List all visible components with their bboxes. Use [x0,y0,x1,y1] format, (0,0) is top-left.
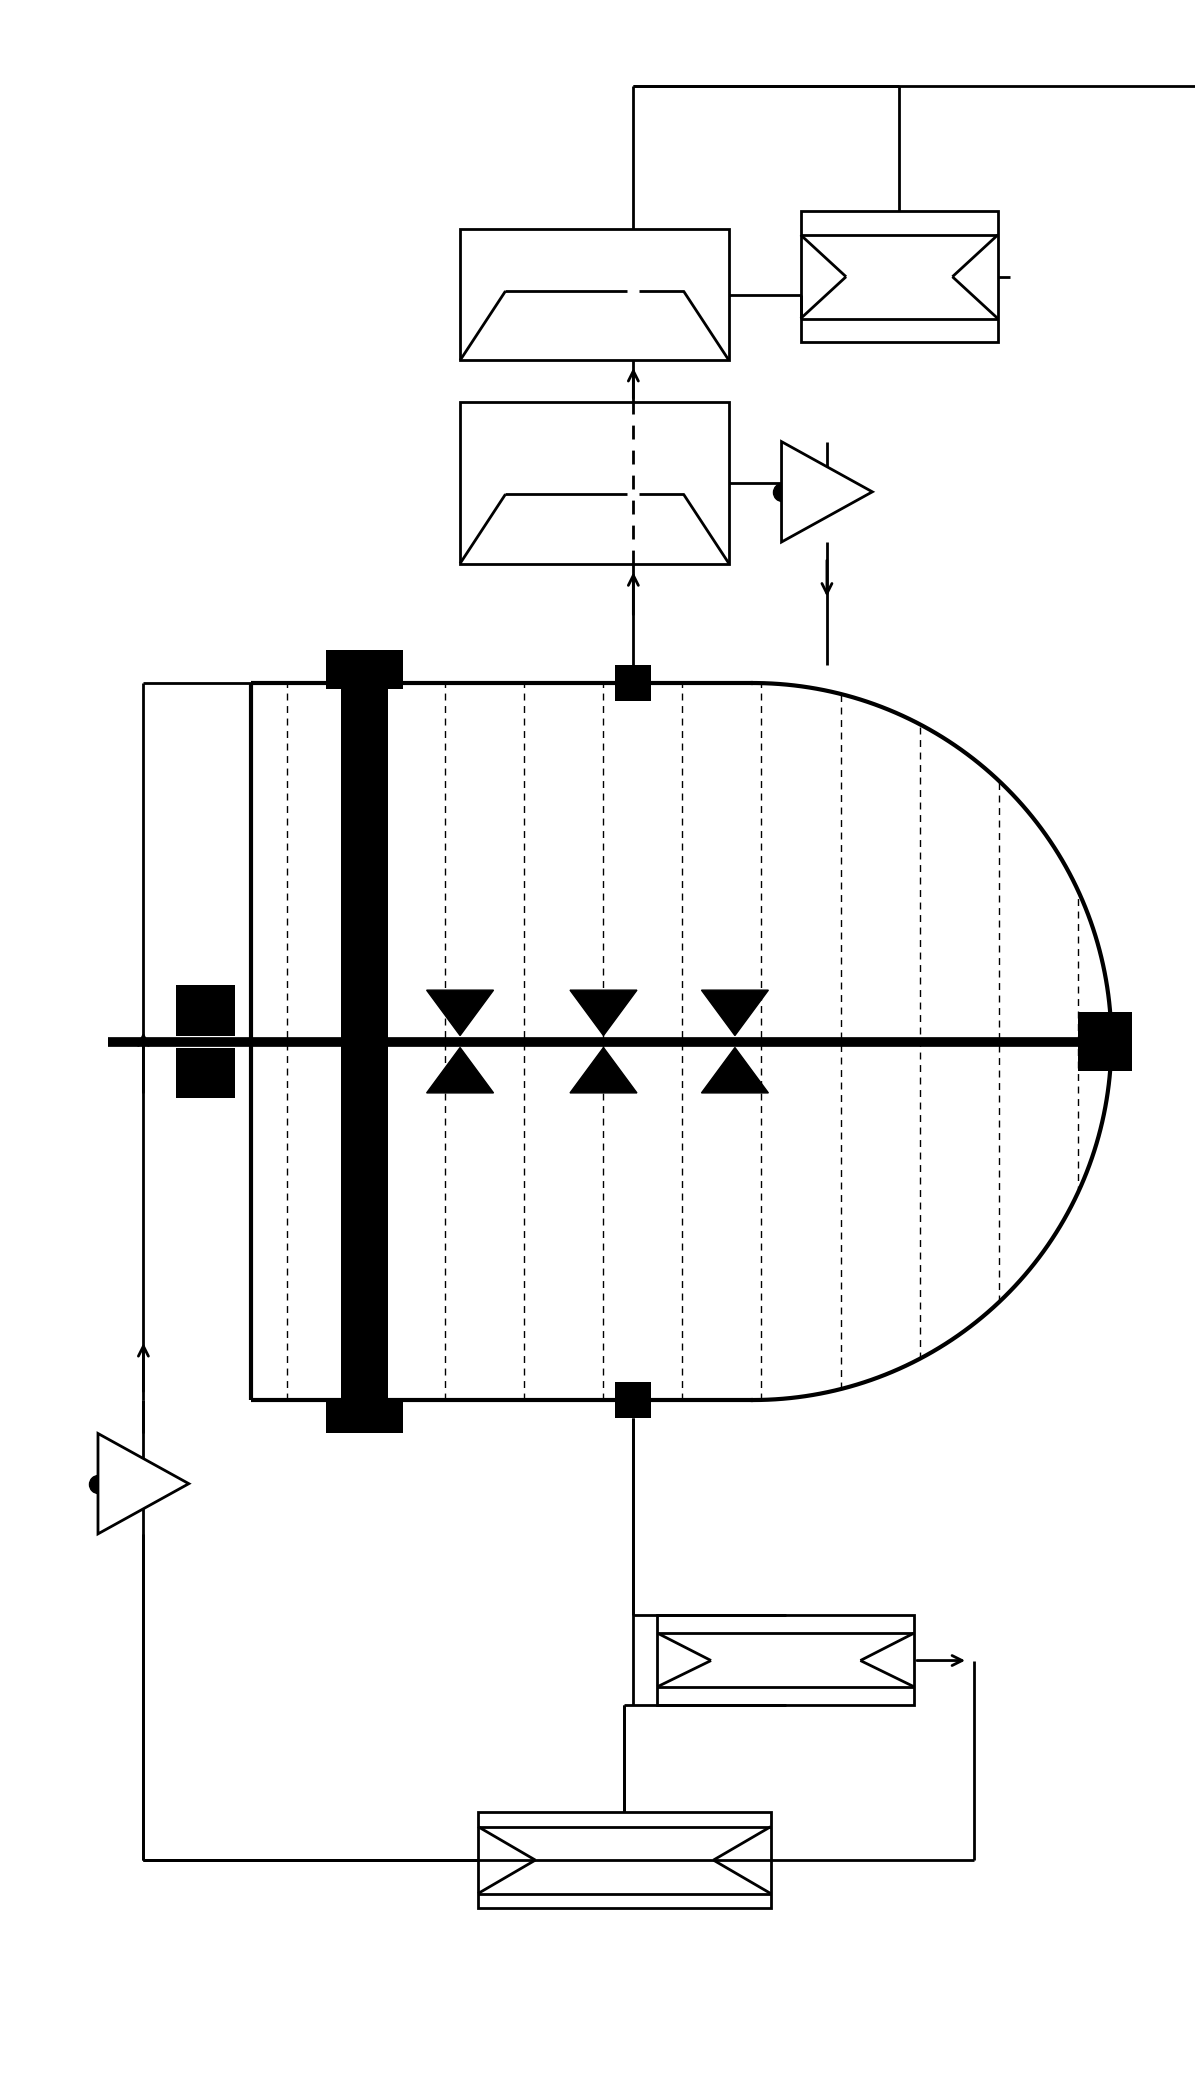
Bar [460,228,729,360]
Bar [341,683,388,1399]
Bar [615,664,651,702]
Bar [1078,1012,1132,1071]
Polygon shape [570,991,637,1035]
Polygon shape [570,1048,637,1094]
Bar [460,402,729,564]
Polygon shape [427,991,494,1035]
Polygon shape [701,991,768,1035]
Bar [176,985,235,1035]
Polygon shape [427,1048,494,1094]
Bar [478,1812,771,1909]
Bar [657,1615,914,1705]
Bar [325,1399,403,1433]
Polygon shape [782,442,872,543]
Polygon shape [98,1433,189,1534]
Bar [801,212,998,341]
Bar [615,1383,651,1418]
Polygon shape [701,1048,768,1094]
Bar [176,1048,235,1098]
Bar [325,649,403,689]
